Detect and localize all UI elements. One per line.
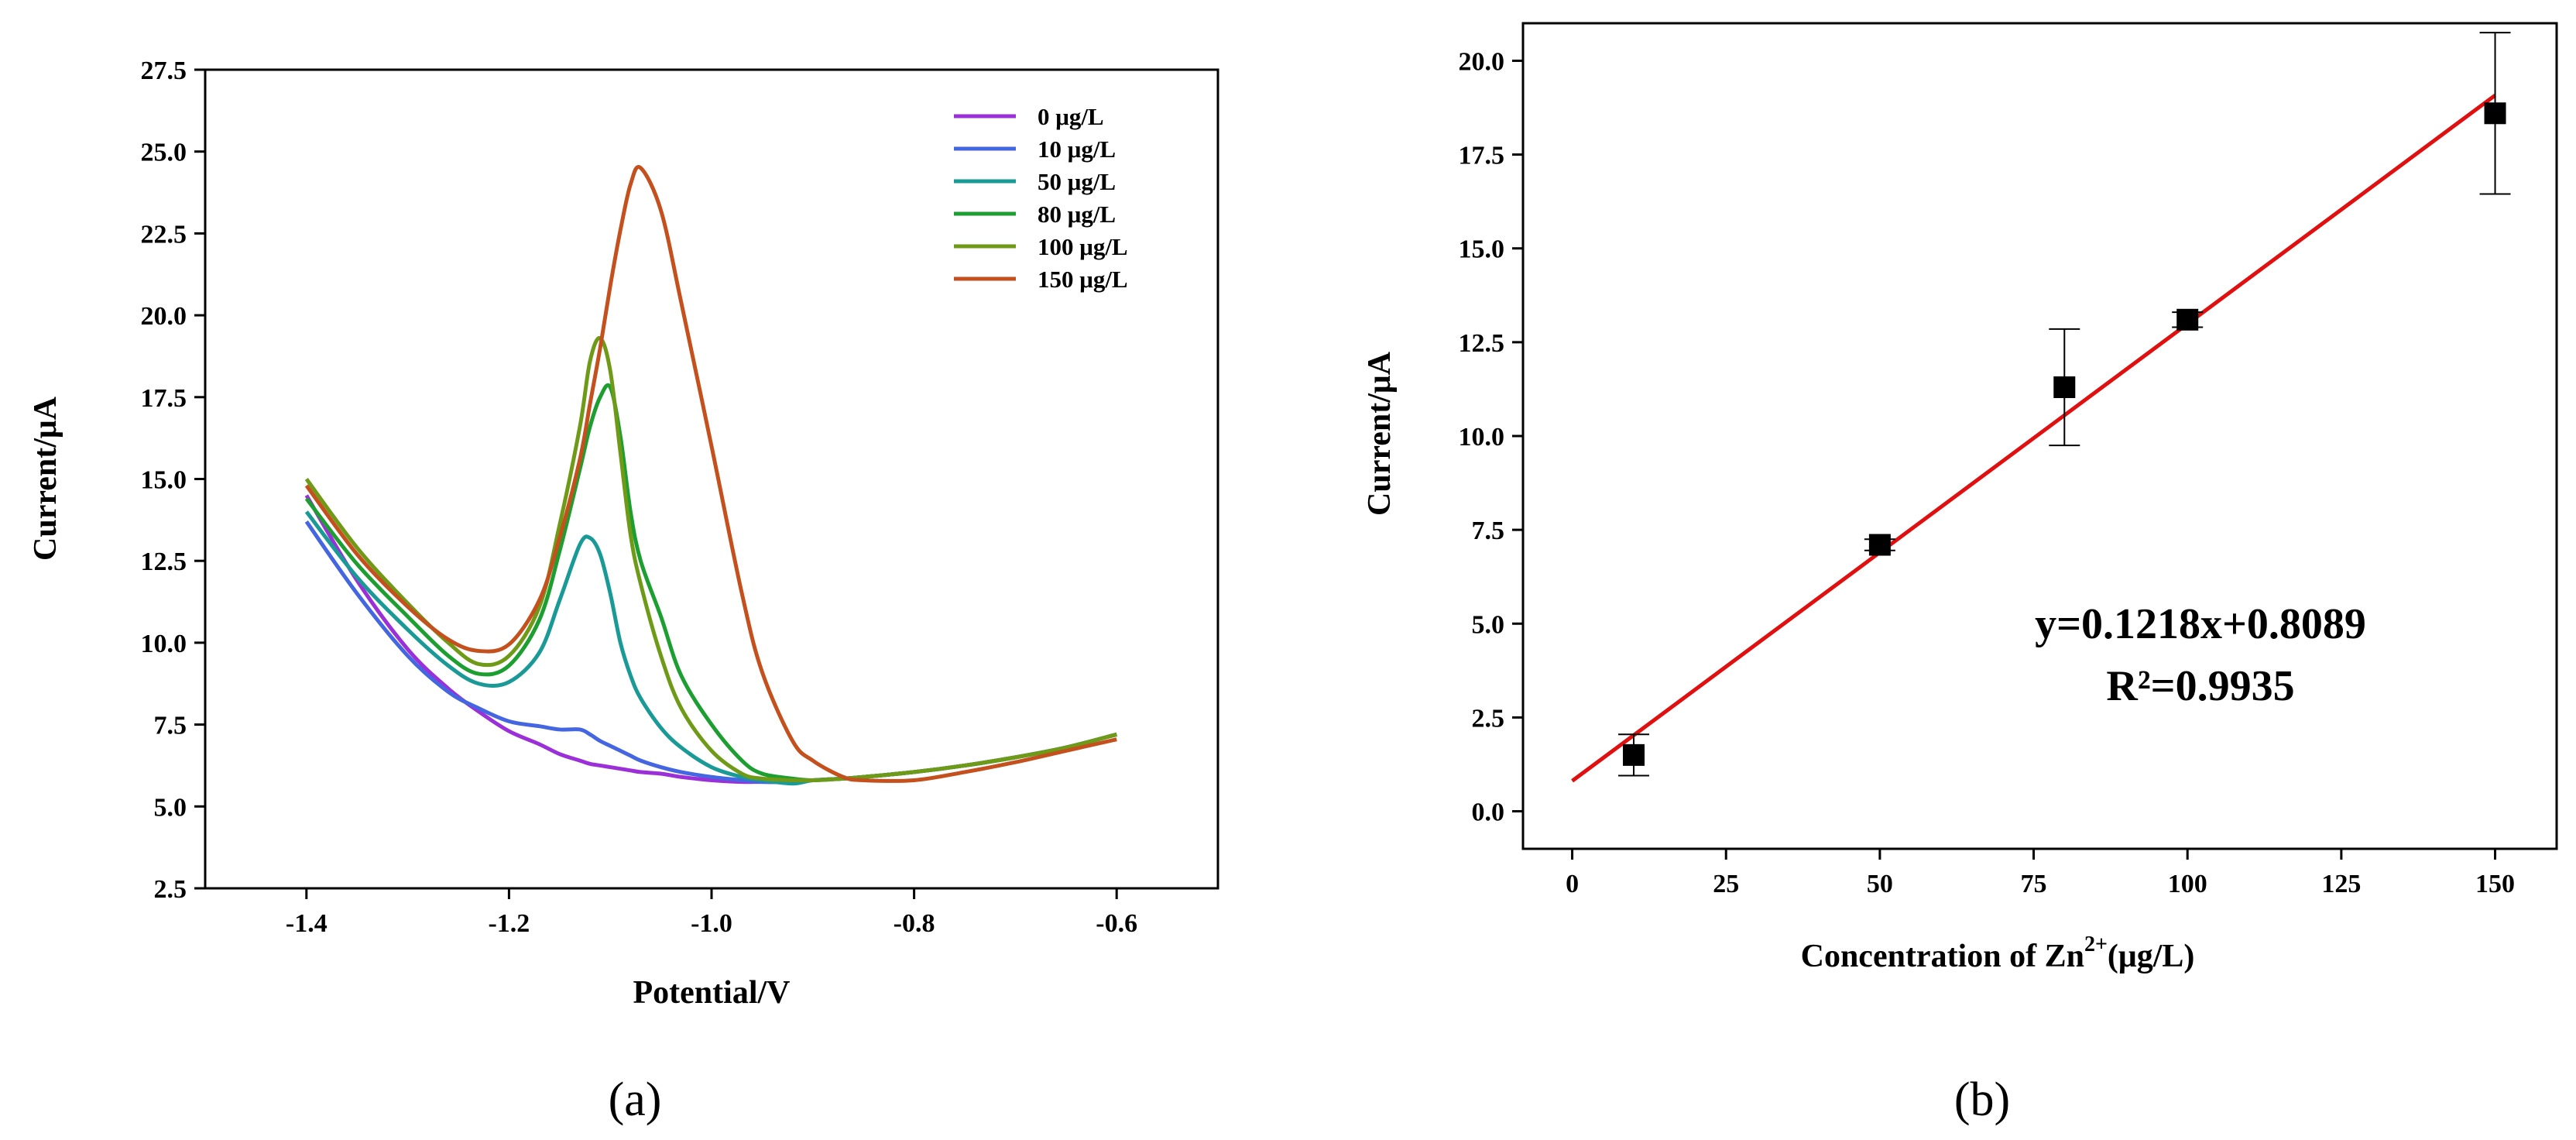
chart-a-y-tick-label: 27.5 <box>141 57 187 85</box>
chart-a-y-tick-label: 12.5 <box>141 548 187 576</box>
chart-b-y-tick-label: 15.0 <box>1459 235 1505 264</box>
chart-b-data-point <box>1868 534 1891 556</box>
chart-b-data-point <box>1623 743 1645 766</box>
chart-a-series-line <box>304 510 1117 786</box>
chart-b-x-tick-label: 150 <box>2475 870 2515 898</box>
chart-b-frame <box>1521 22 2558 850</box>
chart-b-x-axis-title-superscript: 2+ <box>2084 932 2108 956</box>
chart-a-y-axis-title: Current/μA <box>28 396 63 561</box>
chart-a-x-tick-label: -1.0 <box>691 909 732 938</box>
chart-b-x-tick-label: 25 <box>1713 870 1739 898</box>
chart-b-x-tick-label: 50 <box>1867 870 1893 898</box>
chart-b-y-tick-label: 0.0 <box>1472 798 1505 827</box>
chart-b: 0 25 50 75 100 125 150 0.0 2.5 5.0 7.5 10.0 12.5 15.… <box>1362 22 2558 1126</box>
chart-b-data-point <box>2176 308 2199 331</box>
chart-a-x-ticks: -1.4 -1.2 -1.0 -0.8 -0.6 <box>286 888 1137 938</box>
chart-b-data-point <box>2484 102 2506 125</box>
chart-a-y-tick-label: 7.5 <box>154 712 187 740</box>
chart-b-equation: y=0.1218x+0.8089 <box>2035 600 2366 648</box>
chart-b-y-tick-label: 20.0 <box>1459 47 1505 76</box>
chart-b-y-tick-label: 5.0 <box>1472 610 1505 639</box>
chart-a-series-lines <box>304 165 1117 786</box>
chart-b-x-axis-title: Concentration of Zn2+(μg/L) <box>1801 932 2195 974</box>
chart-a-y-tick-label: 22.5 <box>141 220 187 249</box>
chart-a-series-line <box>304 165 1117 783</box>
chart-a-legend-label: 100 μg/L <box>1038 233 1128 260</box>
chart-b-r-squared: R²=0.9935 <box>2106 662 2294 710</box>
chart-b-fit <box>1571 94 2497 783</box>
chart-b-y-tick-label: 7.5 <box>1472 517 1505 545</box>
chart-b-x-tick-label: 75 <box>2021 870 2047 898</box>
chart-b-y-ticks: 0.0 2.5 5.0 7.5 10.0 12.5 15.0 17.5 20.0 <box>1459 47 1523 827</box>
chart-a-y-tick-label: 17.5 <box>141 384 187 413</box>
chart-a-legend: 0 μg/L 10 μg/L 50 μg/L 80 μg/L 100 μg/L 150 μ… <box>954 103 1128 293</box>
chart-a-legend-label: 80 μg/L <box>1038 201 1116 228</box>
chart-b-y-tick-label: 10.0 <box>1459 423 1505 452</box>
chart-a-panel-label: (a) <box>609 1073 662 1126</box>
chart-a-x-tick-label: -1.4 <box>286 909 328 938</box>
chart-a-y-tick-label: 5.0 <box>154 793 187 822</box>
chart-b-fit-line <box>1571 94 2497 783</box>
chart-b-y-tick-label: 12.5 <box>1459 329 1505 358</box>
chart-b-x-tick-label: 100 <box>2168 870 2207 898</box>
chart-a-y-ticks: 2.5 5.0 7.5 10.0 12.5 15.0 17.5 20.0 22.5 25.0 27.… <box>141 57 205 904</box>
chart-b-x-axis-title-unit: (μg/L) <box>2108 939 2194 974</box>
chart-a-y-tick-label: 15.0 <box>141 466 187 495</box>
chart-b-points <box>1618 32 2511 777</box>
chart-b-y-tick-label: 2.5 <box>1472 704 1505 733</box>
chart-b-x-ticks: 0 25 50 75 100 125 150 <box>1566 849 2515 898</box>
chart-a-x-tick-label: -0.6 <box>1096 909 1137 938</box>
chart-a-legend-label: 50 μg/L <box>1038 168 1116 195</box>
chart-a-legend-label: 0 μg/L <box>1038 103 1104 130</box>
chart-a-series-line <box>304 336 1117 783</box>
chart-a-x-axis-title: Potential/V <box>633 975 791 1011</box>
chart-a-x-tick-label: -1.2 <box>488 909 530 938</box>
chart-a-x-tick-label: -0.8 <box>894 909 935 938</box>
chart-a: -1.4 -1.2 -1.0 -0.8 -0.6 2.5 5.0 7.5 10.0 12.5 15… <box>28 57 1219 1126</box>
chart-b-data-point <box>2053 376 2076 399</box>
chart-b-y-tick-label: 17.5 <box>1459 142 1505 170</box>
chart-a-legend-label: 150 μg/L <box>1038 266 1128 293</box>
chart-b-panel-label: (b) <box>1954 1073 2010 1126</box>
chart-b-x-tick-label: 125 <box>2321 870 2361 898</box>
chart-a-y-tick-label: 10.0 <box>141 630 187 658</box>
chart-b-x-tick-label: 0 <box>1566 870 1579 898</box>
chart-b-y-axis-title: Current/μA <box>1362 351 1398 516</box>
chart-a-y-tick-label: 25.0 <box>141 139 187 167</box>
chart-a-series-line <box>304 520 1117 785</box>
chart-b-x-axis-title-main: Concentration of Zn <box>1801 939 2084 974</box>
chart-a-legend-label: 10 μg/L <box>1038 136 1116 163</box>
chart-a-y-tick-label: 20.0 <box>141 302 187 331</box>
chart-a-y-tick-label: 2.5 <box>154 875 187 904</box>
